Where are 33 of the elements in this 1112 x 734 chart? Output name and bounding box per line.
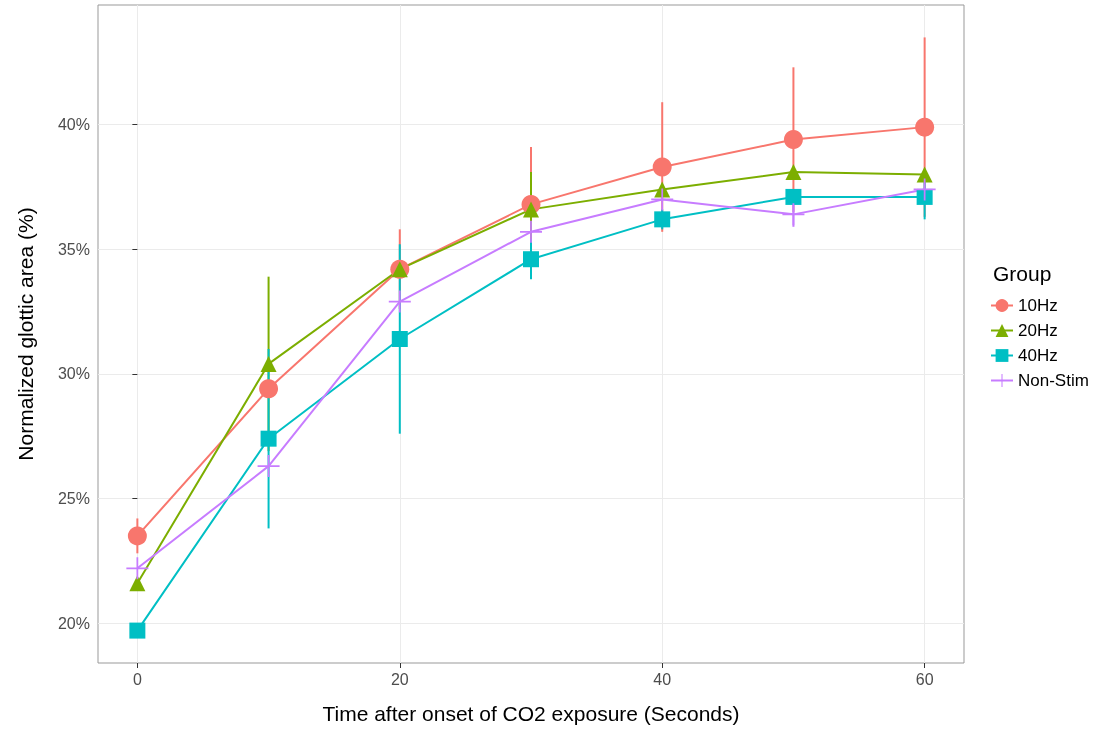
point — [523, 201, 539, 218]
x-tick-label: 0 — [132, 670, 142, 688]
y-tick-label: 35% — [57, 240, 90, 258]
x-axis-title: Time after onset of CO2 exposure (Seconds) — [322, 702, 740, 725]
legend-label: 40Hz — [1018, 346, 1058, 365]
y-tick-label: 20% — [57, 614, 90, 632]
legend-title: Group — [993, 262, 1052, 285]
point — [654, 211, 671, 228]
point — [259, 379, 279, 399]
x-tick-label: 20 — [390, 670, 409, 688]
legend-label: 20Hz — [1018, 321, 1058, 340]
point — [652, 157, 672, 177]
point — [915, 117, 935, 137]
point — [785, 188, 802, 205]
y-axis-title: Normalized glottic area (%) — [14, 207, 37, 461]
point — [126, 557, 149, 580]
point — [129, 622, 146, 639]
point — [523, 251, 539, 268]
point — [129, 575, 146, 592]
x-tick-label: 60 — [915, 670, 934, 688]
legend-label: 10Hz — [1018, 296, 1058, 315]
y-tick-label: 30% — [57, 365, 90, 383]
point — [127, 526, 147, 546]
point — [783, 130, 803, 150]
y-tick-label: 40% — [57, 116, 90, 134]
point — [785, 163, 802, 180]
point — [391, 330, 408, 347]
point — [260, 430, 277, 447]
point — [260, 355, 277, 372]
x-tick-label: 40 — [653, 670, 672, 688]
y-tick-label: 25% — [57, 490, 90, 507]
legend-label: Non-Stim — [1018, 371, 1089, 390]
point — [520, 220, 542, 243]
